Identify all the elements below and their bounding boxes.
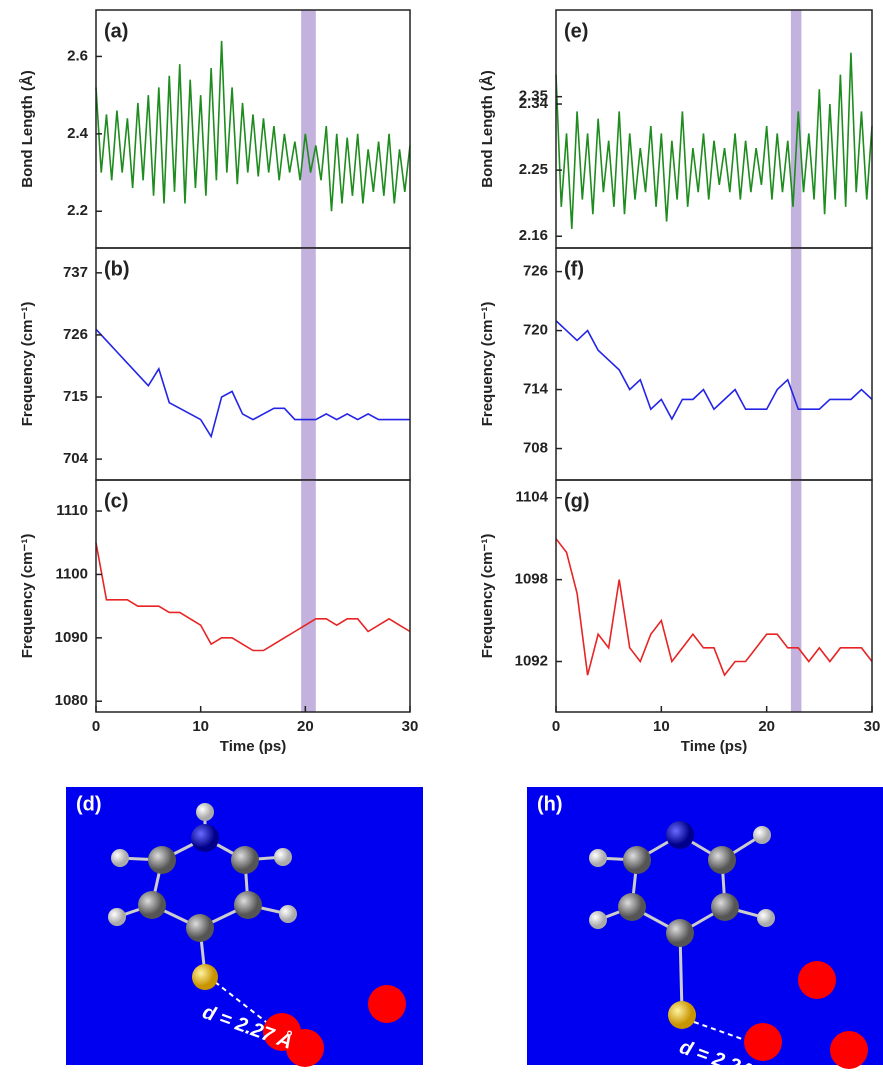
structure-panel <box>527 787 883 1069</box>
plot-frame <box>95 9 411 249</box>
plot-frame <box>95 479 411 713</box>
y-axis-label: Bond Length (Å) <box>19 70 36 187</box>
data-line <box>95 542 411 652</box>
x-tick-label: 20 <box>297 718 314 735</box>
x-tick-label: 0 <box>552 718 560 735</box>
data-line <box>95 40 411 212</box>
y-tick-label: 720 <box>523 322 548 339</box>
highlight-band <box>301 248 316 480</box>
plot-frame <box>555 479 873 713</box>
x-axis-label: Time (ps) <box>220 738 286 755</box>
y-tick-label: 2.25 <box>519 161 548 178</box>
panel-label: (g) <box>564 490 590 512</box>
data-line <box>555 538 873 677</box>
x-axis-label: Time (ps) <box>681 738 747 755</box>
highlight-band <box>301 10 316 248</box>
x-tick-label: 10 <box>192 718 209 735</box>
x-tick-label: 10 <box>653 718 670 735</box>
x-tick-label: 30 <box>402 718 419 735</box>
data-line <box>555 52 873 229</box>
y-tick-label: 1110 <box>56 502 88 519</box>
panel-label: (c) <box>104 490 128 512</box>
y-tick-label: 1104 <box>515 489 548 506</box>
plot-frame <box>555 247 873 481</box>
y-tick-label: 715 <box>63 388 88 405</box>
y-tick-label: 1098 <box>515 571 548 588</box>
structure-panel <box>66 787 423 1067</box>
y-tick-label: 2.4 <box>67 125 89 142</box>
panel-label: (f) <box>564 258 584 280</box>
panel-label: (a) <box>104 20 128 42</box>
y-tick-label: 1100 <box>55 565 88 582</box>
x-tick-label: 0 <box>92 718 100 735</box>
x-tick-label: 20 <box>758 718 775 735</box>
panel-label: (e) <box>564 20 588 42</box>
y-tick-label: 1090 <box>55 629 88 646</box>
y-axis-label: Bond Length (Å) <box>479 70 496 187</box>
data-line <box>95 328 410 439</box>
y-axis-label: Frequency (cm⁻¹) <box>19 534 36 659</box>
y-tick-label: 726 <box>523 263 548 280</box>
y-tick-label: 737 <box>63 264 88 281</box>
y-tick-label: 708 <box>523 440 548 457</box>
panel-label: (d) <box>76 793 102 815</box>
y-tick-label: 1092 <box>515 652 548 669</box>
highlight-band <box>790 248 802 480</box>
y-tick-label: 2.35 <box>519 88 548 105</box>
y-tick-label: 2.2 <box>67 202 88 219</box>
data-line <box>555 320 873 421</box>
y-tick-label: 2.34 <box>519 95 549 112</box>
y-axis-label: Frequency (cm⁻¹) <box>479 302 496 427</box>
y-axis-label: Frequency (cm⁻¹) <box>19 302 36 427</box>
y-tick-label: 726 <box>63 326 88 343</box>
y-tick-label: 2.16 <box>519 227 548 244</box>
plot-frame <box>95 247 411 481</box>
panel-label: (b) <box>104 258 130 280</box>
highlight-band <box>790 10 802 248</box>
highlight-band <box>790 480 802 712</box>
y-tick-label: 714 <box>523 381 549 398</box>
y-tick-label: 2.6 <box>67 47 88 64</box>
y-tick-label: 1080 <box>55 692 88 709</box>
panel-label: (h) <box>537 793 563 815</box>
y-axis-label: Frequency (cm⁻¹) <box>479 534 496 659</box>
highlight-band <box>301 480 316 712</box>
y-tick-label: 704 <box>63 450 89 467</box>
x-tick-label: 30 <box>864 718 881 735</box>
